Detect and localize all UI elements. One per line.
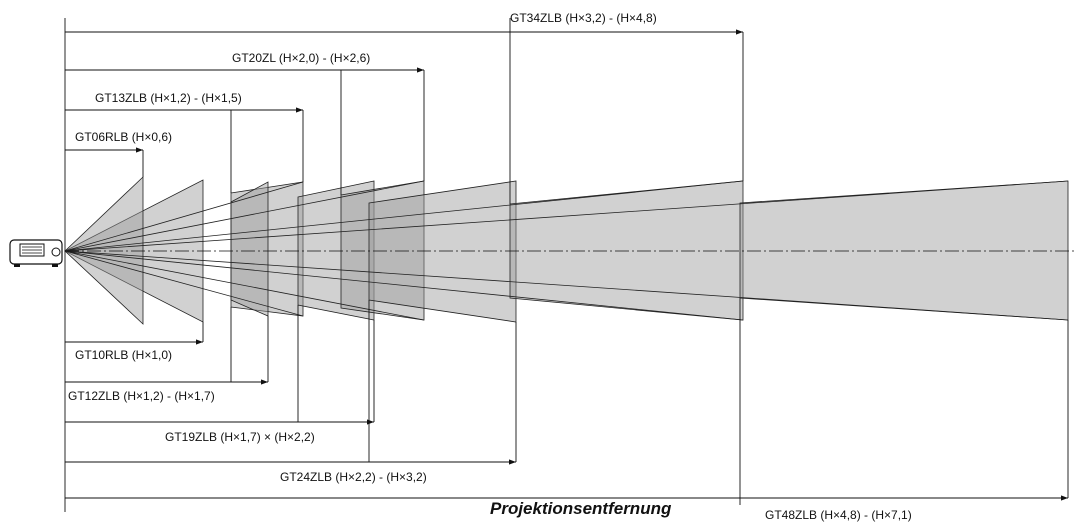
projector bbox=[9, 239, 63, 267]
lens-label: GT24ZLB (H×2,2) - (H×3,2) bbox=[280, 470, 427, 484]
lens-label: GT20ZL (H×2,0) - (H×2,6) bbox=[232, 51, 370, 65]
lens-label: GT19ZLB (H×1,7) × (H×2,2) bbox=[165, 430, 315, 444]
screens bbox=[64, 176, 1076, 325]
axis-label: Projektionsentfernung bbox=[490, 499, 672, 518]
screen-gt34 bbox=[509, 180, 744, 321]
screen-gt24 bbox=[368, 180, 517, 323]
dimension-lines bbox=[64, 18, 1069, 512]
screen-gt48 bbox=[739, 180, 1069, 321]
screen-gt12 bbox=[230, 181, 269, 317]
cone-gt06 bbox=[64, 176, 144, 325]
lens-label: GT48ZLB (H×4,8) - (H×7,1) bbox=[765, 508, 912, 522]
rays bbox=[64, 180, 1069, 321]
lens-label: GT06RLB (H×0,6) bbox=[75, 130, 172, 144]
lens-label: GT10RLB (H×1,0) bbox=[75, 348, 172, 362]
lens-label: GT12ZLB (H×1,2) - (H×1,7) bbox=[68, 389, 215, 403]
lens-label: GT13ZLB (H×1,2) - (H×1,5) bbox=[95, 91, 242, 105]
lens-label: GT34ZLB (H×3,2) - (H×4,8) bbox=[510, 11, 657, 25]
